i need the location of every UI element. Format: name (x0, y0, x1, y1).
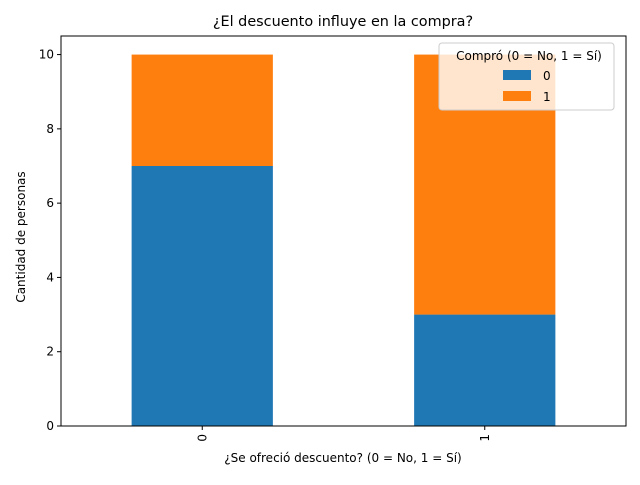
chart-title: ¿El descuento influye en la compra? (213, 14, 473, 30)
x-axis-label: ¿Se ofreció descuento? (0 = No, 1 = Sí) (224, 451, 461, 465)
y-tick-label: 2 (46, 345, 54, 359)
x-tick-label: 0 (195, 434, 209, 442)
y-tick-label: 4 (46, 270, 54, 284)
y-tick-label: 6 (46, 196, 54, 210)
y-tick-label: 0 (46, 419, 54, 433)
x-tick-label: 1 (478, 434, 492, 442)
y-tick-label: 10 (39, 48, 54, 62)
bar-category-0-series-0 (131, 166, 273, 426)
y-axis: 0 2 4 6 8 10 (39, 48, 61, 433)
plot-area-border (60, 35, 627, 427)
legend-title: Compró (0 = No, 1 = Sí) (456, 49, 602, 63)
legend-label-0: 0 (543, 69, 551, 83)
y-axis-label: Cantidad de personas (14, 171, 28, 302)
bar-category-1-series-0 (414, 314, 556, 426)
legend-label-1: 1 (543, 90, 551, 104)
bars-layer (131, 54, 556, 426)
axes-frame (60, 35, 627, 427)
bar-category-0-series-1 (131, 54, 273, 167)
y-tick-label: 8 (46, 122, 54, 136)
legend-swatch-0 (503, 70, 531, 80)
legend-swatch-1 (503, 91, 531, 101)
legend: Compró (0 = No, 1 = Sí) 0 1 (438, 42, 615, 111)
